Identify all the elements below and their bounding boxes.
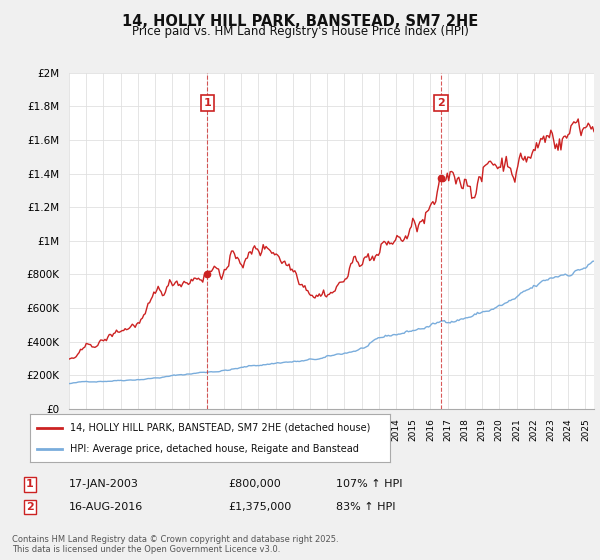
- Text: 1: 1: [203, 98, 211, 108]
- Text: Price paid vs. HM Land Registry's House Price Index (HPI): Price paid vs. HM Land Registry's House …: [131, 25, 469, 38]
- Text: 14, HOLLY HILL PARK, BANSTEAD, SM7 2HE (detached house): 14, HOLLY HILL PARK, BANSTEAD, SM7 2HE (…: [70, 423, 370, 433]
- Text: 1: 1: [26, 479, 34, 489]
- Text: 83% ↑ HPI: 83% ↑ HPI: [336, 502, 395, 512]
- Text: 107% ↑ HPI: 107% ↑ HPI: [336, 479, 403, 489]
- Text: £800,000: £800,000: [228, 479, 281, 489]
- Text: 16-AUG-2016: 16-AUG-2016: [69, 502, 143, 512]
- Text: 2: 2: [26, 502, 34, 512]
- Text: 17-JAN-2003: 17-JAN-2003: [69, 479, 139, 489]
- Text: Contains HM Land Registry data © Crown copyright and database right 2025.
This d: Contains HM Land Registry data © Crown c…: [12, 535, 338, 554]
- Text: 2: 2: [437, 98, 445, 108]
- Text: 14, HOLLY HILL PARK, BANSTEAD, SM7 2HE: 14, HOLLY HILL PARK, BANSTEAD, SM7 2HE: [122, 14, 478, 29]
- Text: £1,375,000: £1,375,000: [228, 502, 291, 512]
- Text: HPI: Average price, detached house, Reigate and Banstead: HPI: Average price, detached house, Reig…: [70, 444, 358, 454]
